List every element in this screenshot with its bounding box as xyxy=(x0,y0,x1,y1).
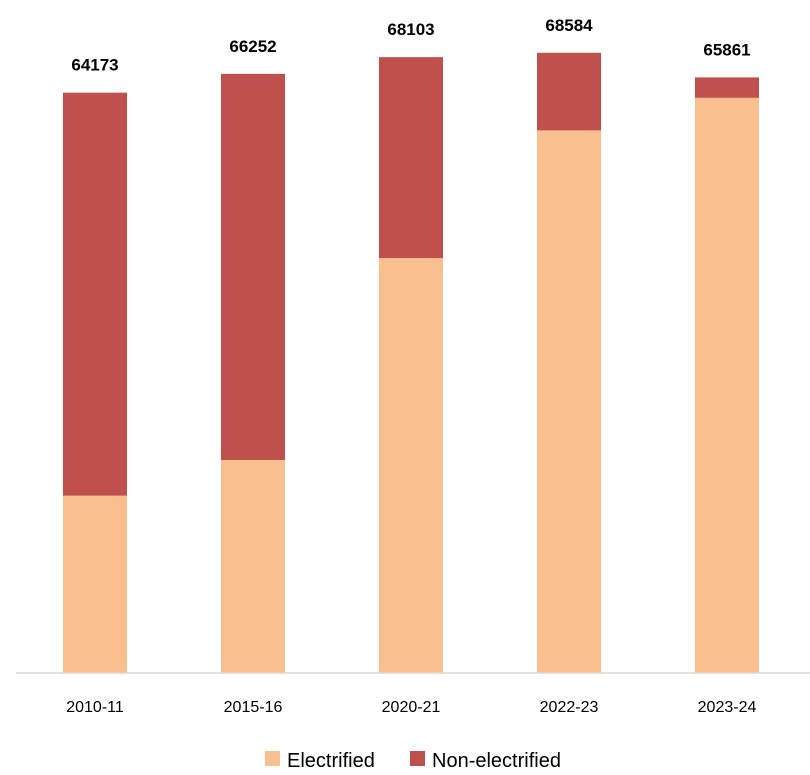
legend: Electrified Non-electrified xyxy=(265,750,561,772)
bar-non-electrified-2020-21 xyxy=(379,57,443,259)
legend-label-electrified: Electrified xyxy=(287,750,375,772)
total-labels: 64173 66252 68103 68584 65861 xyxy=(71,16,750,75)
legend-label-non-electrified: Non-electrified xyxy=(432,750,561,772)
bar-electrified-2022-23 xyxy=(537,130,601,674)
bar-electrified-2015-16 xyxy=(221,459,285,673)
x-tick-label-2023-24: 2023-24 xyxy=(698,699,757,716)
bar-non-electrified-2010-11 xyxy=(63,92,127,496)
x-tick-label-2020-21: 2020-21 xyxy=(382,699,441,716)
x-tick-label-2010-11: 2010-11 xyxy=(66,699,124,716)
total-label-2020-21: 68103 xyxy=(387,20,434,39)
total-label-2015-16: 66252 xyxy=(229,37,276,56)
bar-electrified-2010-11 xyxy=(63,495,127,673)
total-label-2023-24: 65861 xyxy=(703,40,750,59)
bar-non-electrified-2015-16 xyxy=(221,73,285,460)
total-label-2010-11: 64173 xyxy=(71,56,118,75)
total-label-2022-23: 68584 xyxy=(545,16,593,35)
bar-electrified-2023-24 xyxy=(695,97,759,674)
bar-non-electrified-2022-23 xyxy=(537,52,601,131)
x-tick-label-2022-23: 2022-23 xyxy=(540,699,599,716)
bar-electrified-2020-21 xyxy=(379,258,443,673)
legend-swatch-non-electrified xyxy=(410,751,425,766)
legend-swatch-electrified xyxy=(265,751,280,766)
x-tick-labels: 2010-11 2015-16 2020-21 2022-23 2023-24 xyxy=(66,699,756,716)
bar-non-electrified-2023-24 xyxy=(695,77,759,98)
x-tick-label-2015-16: 2015-16 xyxy=(224,699,283,716)
bars-layer xyxy=(63,52,759,674)
